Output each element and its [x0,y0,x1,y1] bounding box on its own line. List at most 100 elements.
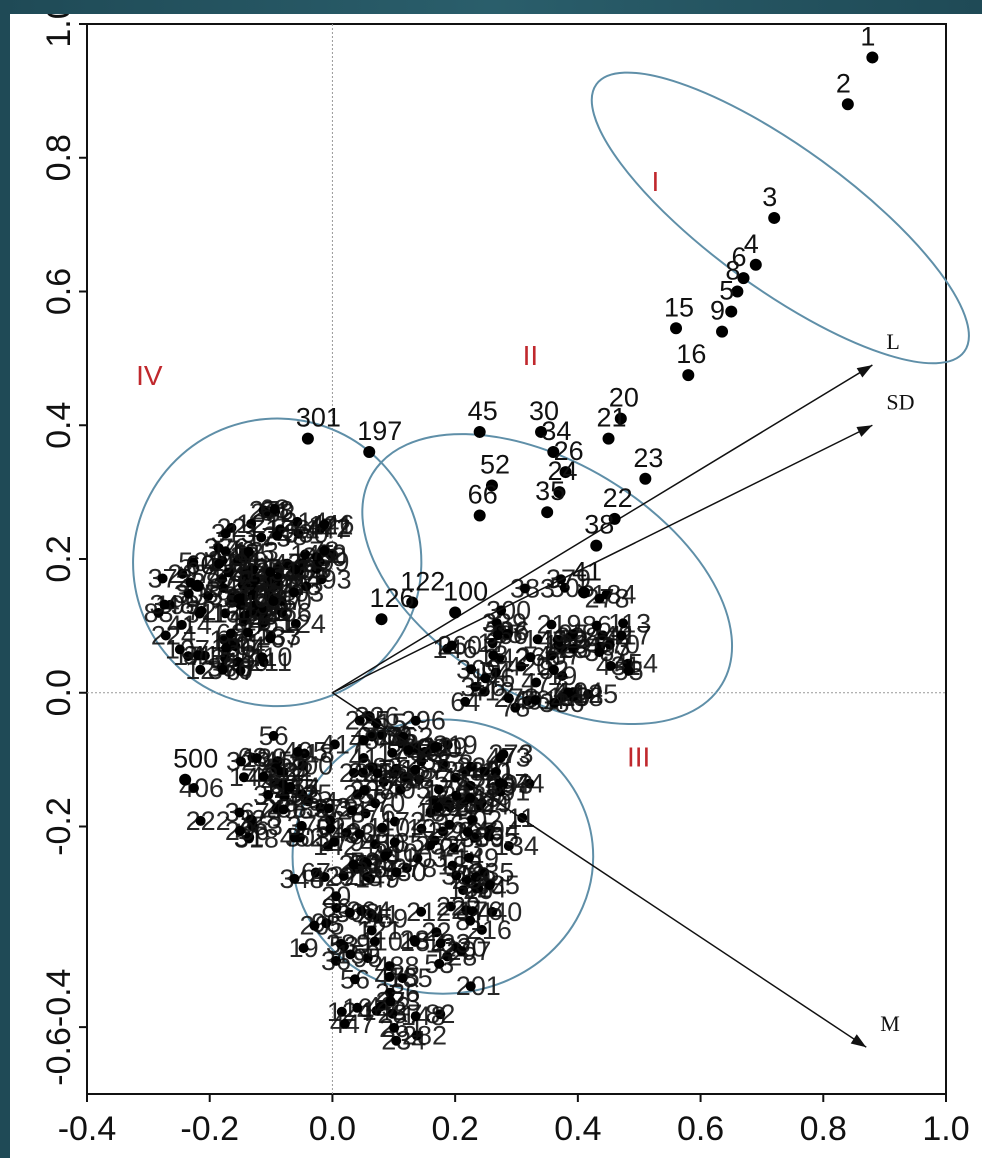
y-tick-label: 0.6 [40,268,78,315]
cluster-point [391,1035,402,1046]
cluster-point [430,742,441,753]
cluster-mark: 278 [585,584,630,614]
cluster-mark: 251 [339,850,384,880]
cluster-point [366,909,377,920]
cluster-point [336,1006,347,1017]
group-label-II: II [523,340,539,371]
point-label-122: 122 [400,566,445,596]
cluster-point [476,797,487,808]
cluster-mark: 405 [283,737,328,767]
cluster-point [622,658,633,669]
cluster-mark: 447 [330,1009,375,1039]
cluster-point [257,652,268,663]
data-point-301 [301,432,314,445]
point-label-6: 6 [732,242,747,272]
cluster-point [352,1002,363,1013]
cluster-mark: 146 [470,663,515,693]
cluster-mark: 386 [539,688,584,718]
group-label-IV: IV [136,360,163,391]
cluster-point [153,607,164,618]
cluster-point [401,863,412,874]
cluster-point [289,873,300,884]
group-ellipse-III [291,718,595,995]
vector-M [332,692,867,1048]
cluster-point [583,689,594,700]
cluster-point [297,558,308,569]
y-tick-label: -0.2 [40,797,78,856]
x-tick-label: -0.2 [180,1110,239,1148]
cluster-mark: 185 [380,827,425,857]
cluster-mark: 366 [483,620,528,650]
cluster-point [594,593,605,604]
cluster-point [451,870,462,881]
cluster-point [491,618,502,629]
cluster-point [235,665,246,676]
cluster-mark: 273 [488,739,533,769]
data-point-197 [363,446,376,458]
cluster-point [217,664,228,675]
cluster-point [479,867,490,878]
y-tick-label: -0.6-0.4 [40,969,78,1086]
cluster-point [360,808,371,819]
cluster-point [567,629,578,640]
cluster-point [282,558,293,569]
cluster-point [232,556,243,567]
data-point-23 [639,472,652,485]
cluster-point [289,587,300,598]
cluster-point [325,823,336,834]
cluster-point [410,936,421,947]
cluster-point [470,871,481,882]
cluster-mark: 248 [262,521,307,551]
cluster-point [344,907,355,918]
cluster-point [329,739,340,750]
cluster-point [429,835,440,846]
group-label-I: I [651,166,659,197]
cluster-point [362,858,373,869]
point-label-38: 38 [584,510,614,540]
cluster-point [301,581,312,592]
cluster-point [412,853,423,864]
point-label-41: 41 [572,556,602,586]
cluster-point [546,650,557,661]
data-point-41 [577,586,590,599]
cluster-point [362,953,373,964]
cluster-point [235,756,246,767]
x-tick-label: 0.0 [309,1110,356,1148]
cluster-point [516,661,527,672]
vector-label-SD: SD [886,389,914,414]
cluster-point [605,660,616,671]
cluster-point [263,789,274,800]
y-tick-label: 0.2 [40,535,78,582]
point-clusters: 6726330440025988984944872859512686185129… [144,494,658,1056]
cluster-point [214,558,225,569]
cluster-point [265,633,276,644]
loading-vectors: L SD M [332,329,914,1048]
cluster-point [416,906,427,917]
cluster-point [359,785,370,796]
data-point-100 [449,606,462,619]
cluster-point [203,591,214,602]
cluster-mark: 296 [401,706,446,736]
cluster-mark: 467 [240,590,285,620]
point-label-45: 45 [468,396,498,426]
y-tick-label: 0.4 [40,402,78,449]
point-label-30: 30 [529,396,559,426]
cluster-point [492,630,503,641]
cluster-point [503,841,514,852]
cluster-mark: 475 [375,962,420,992]
cluster-point [456,945,467,956]
cluster-mark: 174 [377,738,422,768]
cluster-mark: 477 [521,667,566,697]
x-tick-label: -0.4 [58,1110,117,1148]
cluster-mark: 187 [352,862,397,892]
cluster-mark: 492 [204,549,249,579]
cluster-point [218,582,229,593]
point-label-100: 100 [443,577,488,607]
cluster-mark: 484 [349,725,394,755]
cluster-point [265,567,276,578]
point-label-20: 20 [609,383,639,413]
cluster-point [272,530,283,541]
cluster-point [339,941,350,952]
cluster-mark: 247 [393,735,438,765]
